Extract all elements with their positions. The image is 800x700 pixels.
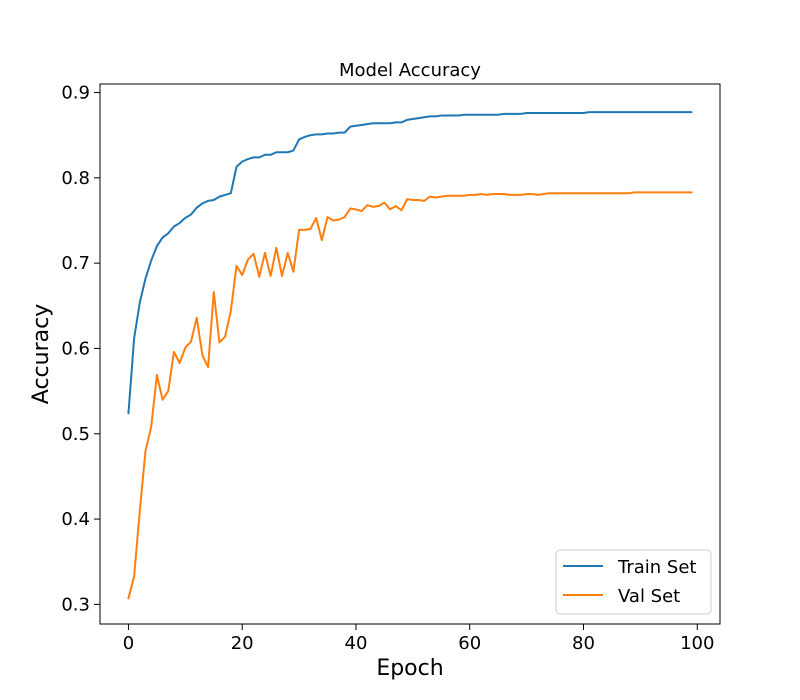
x-axis-label: Epoch	[376, 656, 443, 681]
y-tick-label: 0.7	[61, 253, 90, 274]
plot-area	[99, 83, 721, 625]
x-tick-label: 60	[458, 633, 481, 654]
legend: Train Set Val Set	[555, 549, 712, 615]
y-tick-label: 0.5	[61, 424, 90, 445]
series-group	[127, 111, 693, 600]
x-tick-label: 100	[680, 633, 714, 654]
y-axis: 0.3 0.4 0.5 0.6 0.7 0.8 0.9	[61, 83, 100, 615]
x-tick-label: 20	[231, 633, 254, 654]
x-axis: 0 20 40 60 80 100	[123, 624, 714, 654]
val-set-line	[127, 191, 693, 600]
y-tick-label: 0.4	[61, 509, 90, 530]
x-tick-label: 40	[345, 633, 368, 654]
chart-title: Model Accuracy	[339, 60, 481, 81]
y-tick-label: 0.6	[61, 338, 90, 359]
y-tick-label: 0.9	[61, 83, 90, 104]
train-set-line	[127, 111, 693, 415]
legend-label-val: Val Set	[618, 586, 680, 607]
y-tick-label: 0.8	[61, 168, 90, 189]
y-tick-label: 0.3	[61, 594, 90, 615]
y-axis-label: Accuracy	[29, 304, 54, 404]
plot-frame	[99, 83, 721, 625]
x-tick-label: 80	[572, 633, 595, 654]
x-tick-label: 0	[123, 633, 134, 654]
legend-label-train: Train Set	[617, 557, 696, 578]
